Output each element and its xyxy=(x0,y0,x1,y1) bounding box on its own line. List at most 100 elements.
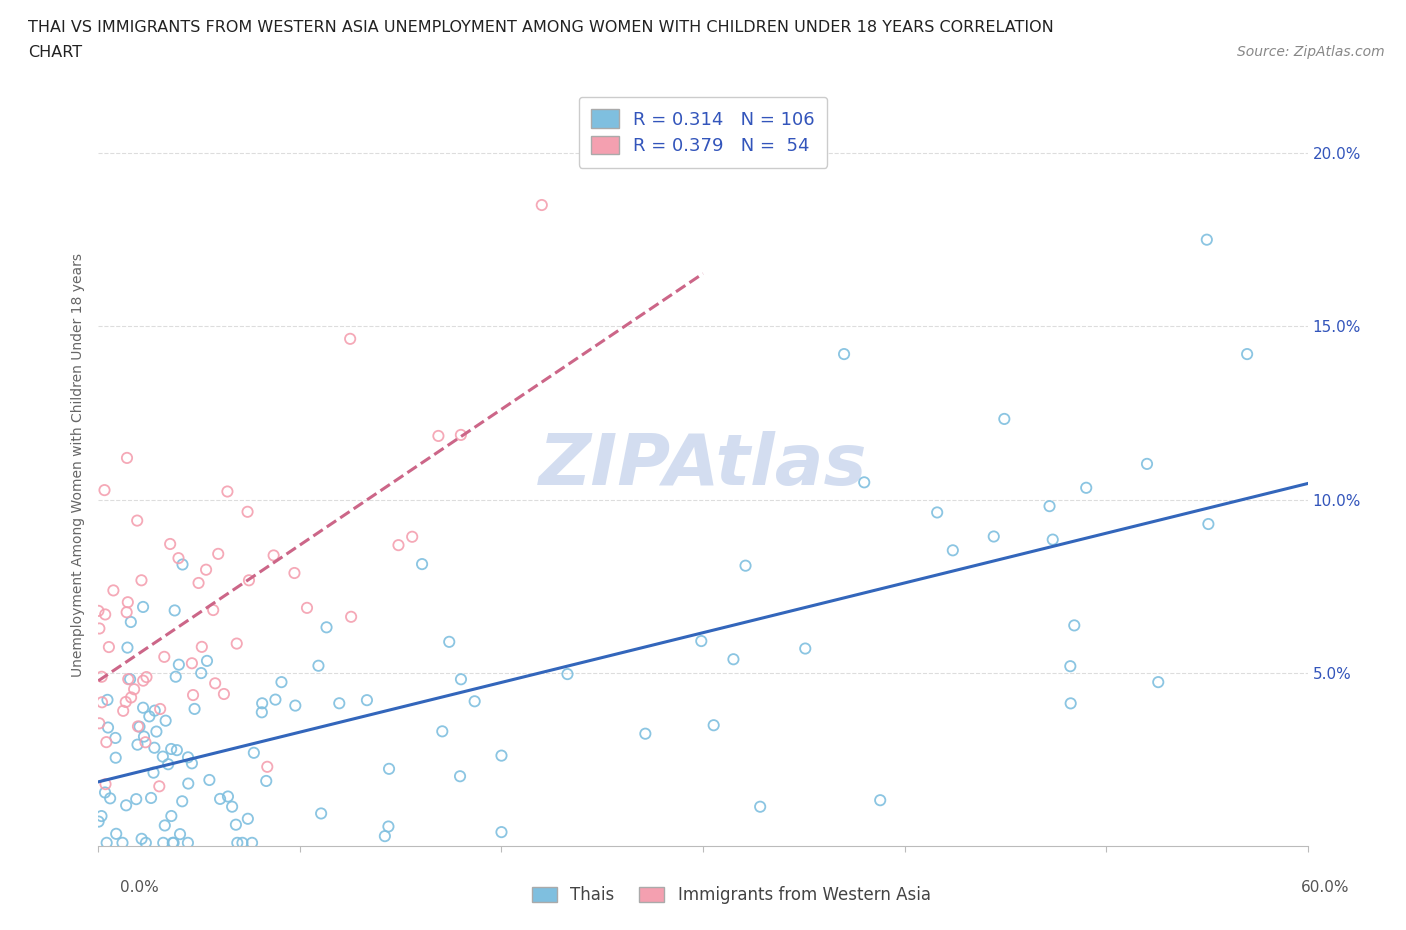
Point xyxy=(104,730,127,745)
Point xyxy=(117,671,139,686)
Point xyxy=(103,583,125,598)
Point xyxy=(89,621,111,636)
Point xyxy=(93,483,115,498)
Point xyxy=(284,698,307,713)
Point xyxy=(127,719,149,734)
Point xyxy=(690,633,713,648)
Point xyxy=(195,563,218,578)
Point xyxy=(231,835,253,850)
Point xyxy=(135,670,157,684)
Point xyxy=(94,607,117,622)
Point xyxy=(132,729,155,744)
Point xyxy=(96,735,118,750)
Point xyxy=(104,751,127,765)
Point xyxy=(96,693,118,708)
Point xyxy=(328,696,350,711)
Point xyxy=(1060,696,1083,711)
Point xyxy=(117,595,139,610)
Point xyxy=(749,799,772,814)
Point xyxy=(155,713,177,728)
Point xyxy=(356,693,378,708)
Point xyxy=(832,347,855,362)
Point xyxy=(942,543,965,558)
Point xyxy=(114,695,136,710)
Point xyxy=(270,674,292,689)
Point xyxy=(723,652,745,667)
Point xyxy=(90,670,112,684)
Point xyxy=(134,735,156,750)
Point xyxy=(177,777,200,791)
Point xyxy=(491,748,513,763)
Point xyxy=(167,551,190,565)
Point xyxy=(120,671,142,686)
Point xyxy=(195,654,218,669)
Point xyxy=(117,640,139,655)
Point xyxy=(1076,480,1098,495)
Point xyxy=(89,716,111,731)
Point xyxy=(794,641,817,656)
Point xyxy=(172,557,194,572)
Point xyxy=(853,475,876,490)
Point xyxy=(225,636,247,651)
Point xyxy=(120,615,142,630)
Point xyxy=(411,557,433,572)
Point xyxy=(148,778,170,793)
Point xyxy=(96,835,118,850)
Point xyxy=(162,835,184,850)
Point xyxy=(217,484,239,498)
Point xyxy=(94,777,117,791)
Point xyxy=(165,670,187,684)
Point xyxy=(449,769,471,784)
Point xyxy=(250,696,273,711)
Point xyxy=(1147,674,1170,689)
Point xyxy=(993,411,1015,426)
Point xyxy=(169,827,191,842)
Point xyxy=(131,573,153,588)
Point xyxy=(491,825,513,840)
Point xyxy=(91,695,114,710)
Point xyxy=(427,429,450,444)
Point xyxy=(125,791,148,806)
Point xyxy=(250,705,273,720)
Point xyxy=(634,726,657,741)
Point xyxy=(530,197,553,212)
Point xyxy=(283,565,305,580)
Point xyxy=(209,791,232,806)
Point xyxy=(149,701,172,716)
Text: 0.0%: 0.0% xyxy=(120,880,159,895)
Text: 60.0%: 60.0% xyxy=(1302,880,1350,895)
Point xyxy=(190,666,212,681)
Y-axis label: Unemployment Among Women with Children Under 18 years: Unemployment Among Women with Children U… xyxy=(70,253,84,677)
Point xyxy=(198,773,221,788)
Point xyxy=(162,835,184,850)
Point xyxy=(90,808,112,823)
Point xyxy=(167,658,190,672)
Point xyxy=(207,547,229,562)
Point xyxy=(225,817,247,832)
Point xyxy=(191,640,214,655)
Point xyxy=(143,703,166,718)
Point xyxy=(87,604,110,618)
Point xyxy=(734,558,756,573)
Point xyxy=(307,658,329,673)
Point xyxy=(128,719,150,734)
Point xyxy=(145,724,167,739)
Point xyxy=(202,603,225,618)
Point xyxy=(374,829,396,844)
Legend: R = 0.314   N = 106, R = 0.379   N =  54: R = 0.314 N = 106, R = 0.379 N = 54 xyxy=(579,97,827,167)
Point xyxy=(183,701,205,716)
Point xyxy=(105,827,128,842)
Point xyxy=(450,671,472,686)
Point xyxy=(132,600,155,615)
Point xyxy=(254,774,277,789)
Point xyxy=(295,601,318,616)
Point xyxy=(927,505,949,520)
Point xyxy=(236,504,259,519)
Point xyxy=(138,709,160,724)
Point xyxy=(160,741,183,756)
Point xyxy=(221,799,243,814)
Text: Source: ZipAtlas.com: Source: ZipAtlas.com xyxy=(1237,45,1385,59)
Text: ZIPAtlas: ZIPAtlas xyxy=(538,431,868,499)
Legend: Thais, Immigrants from Western Asia: Thais, Immigrants from Western Asia xyxy=(523,878,939,912)
Point xyxy=(1059,658,1081,673)
